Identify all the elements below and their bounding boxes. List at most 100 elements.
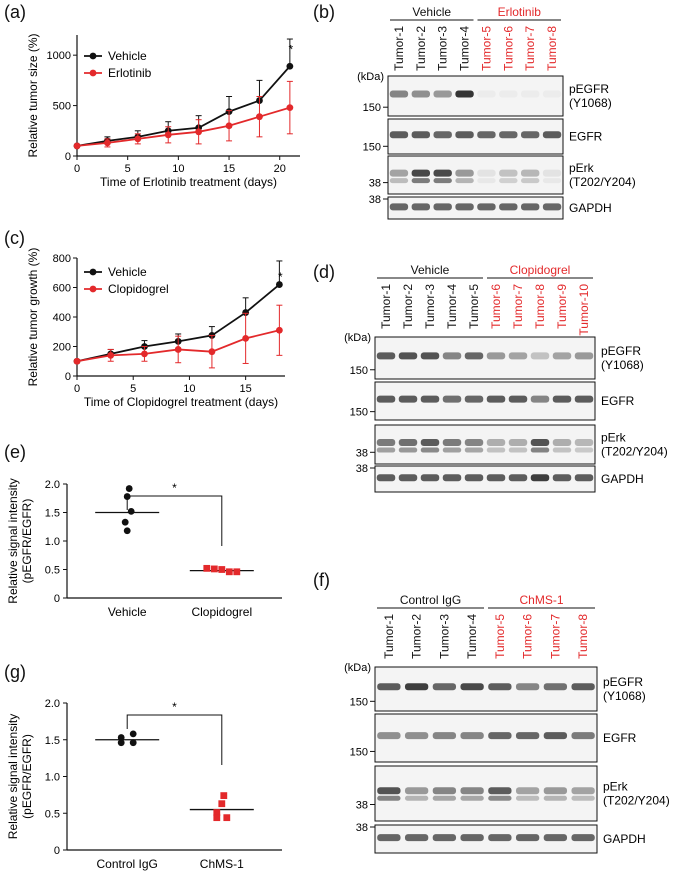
data-point [233, 568, 241, 576]
band [398, 474, 418, 482]
band [442, 395, 462, 403]
band [508, 352, 528, 360]
blot-b: Vehicle Erlotinib Tumor-1 Tumor-2 Tumor-3 Tum… [357, 5, 636, 220]
strip-perk: 38 pErk (T202/Y204) [369, 155, 636, 195]
series-line [76, 65, 291, 147]
band [574, 395, 594, 403]
band [460, 732, 484, 740]
panel-label-d: (d) [313, 262, 335, 282]
group-clopidogrel [189, 564, 254, 576]
y-tick-label: 600 [53, 283, 71, 295]
band [574, 352, 594, 360]
band [455, 169, 474, 177]
strip-egfr: 150 EGFR [350, 713, 637, 763]
blot-label: GAPDH [601, 472, 644, 486]
panel-label-g: (g) [4, 662, 26, 682]
marker-label: 150 [350, 407, 368, 419]
band [530, 439, 550, 447]
band [521, 203, 540, 211]
band [442, 474, 462, 482]
legend-label: Vehicle [108, 49, 147, 63]
y-tick-label: 1.5 [45, 735, 60, 747]
band [404, 834, 429, 842]
band [455, 131, 474, 139]
band [543, 834, 568, 842]
band [486, 439, 506, 447]
y-tick-label: 500 [53, 101, 71, 113]
band [543, 787, 568, 795]
band [542, 169, 562, 177]
data-point [218, 566, 226, 573]
marker-label: 150 [363, 141, 381, 153]
blot-d: Vehicle Clopidogrel Tumor-1 Tumor-2 Tumor-3 T… [344, 263, 668, 493]
band [477, 203, 496, 211]
band [488, 732, 512, 740]
band [530, 474, 550, 482]
group-header: Vehicle [411, 263, 450, 277]
band [411, 90, 430, 98]
group-header: ChMS-1 [519, 593, 563, 607]
data-point [286, 62, 294, 70]
data-point [125, 485, 133, 492]
data-point [73, 142, 81, 150]
band [571, 683, 595, 691]
band [542, 178, 562, 184]
band [542, 131, 562, 139]
y-tick-label: 800 [53, 253, 71, 265]
band [377, 795, 401, 801]
lane-label: Tumor-4 [445, 284, 459, 329]
band [515, 732, 540, 740]
band [432, 834, 457, 842]
data-point [225, 122, 233, 130]
band [486, 474, 506, 482]
lane-label: Tumor-8 [533, 284, 547, 329]
x-tick-label: 5 [130, 383, 136, 395]
band [515, 795, 540, 801]
band [432, 732, 457, 740]
band [433, 203, 452, 211]
band [477, 90, 496, 98]
x-category-label: ChMS-1 [200, 857, 244, 871]
band [543, 795, 568, 801]
y-tick-label: 1.0 [45, 772, 60, 784]
significance-bracket [126, 495, 223, 546]
x-category-label: Control IgG [97, 857, 158, 871]
band [552, 447, 572, 453]
lane-label: Tumor-9 [555, 284, 569, 329]
x-tick-label: 0 [74, 383, 80, 395]
lane-label: Tumor-3 [423, 284, 437, 329]
data-point [213, 814, 221, 822]
band [464, 447, 484, 453]
band [376, 439, 396, 447]
band [508, 447, 528, 453]
data-point [208, 348, 216, 356]
band [377, 683, 401, 691]
strip-pegfr: 150 pEGFR (Y1068) [363, 75, 612, 117]
band [460, 834, 484, 842]
series-erlotinib [73, 80, 294, 150]
band [488, 834, 512, 842]
panel-label-b: (b) [313, 2, 335, 22]
data-point [174, 346, 182, 353]
band [574, 474, 594, 482]
blot-f: Control IgG ChMS-1 Tumor-1 Tumor-2 Tumor-3 Tu… [344, 593, 670, 854]
data-point [127, 507, 135, 515]
band [376, 474, 396, 482]
band [521, 90, 540, 98]
band [521, 178, 540, 184]
y-tick-label: 0.5 [45, 808, 60, 820]
lane-label: Tumor-6 [521, 614, 535, 659]
data-point [275, 326, 283, 334]
y-tick-label: 1.5 [45, 508, 60, 520]
band [488, 795, 512, 801]
panel-label-a: (a) [4, 2, 26, 22]
marker-label: 38 [369, 194, 381, 206]
band [433, 169, 452, 177]
data-point [123, 527, 131, 535]
band [542, 203, 562, 211]
band [571, 732, 595, 740]
strip-perk: 38 pErk (T202/Y204) [356, 424, 668, 465]
band [464, 474, 484, 482]
band [574, 447, 594, 453]
